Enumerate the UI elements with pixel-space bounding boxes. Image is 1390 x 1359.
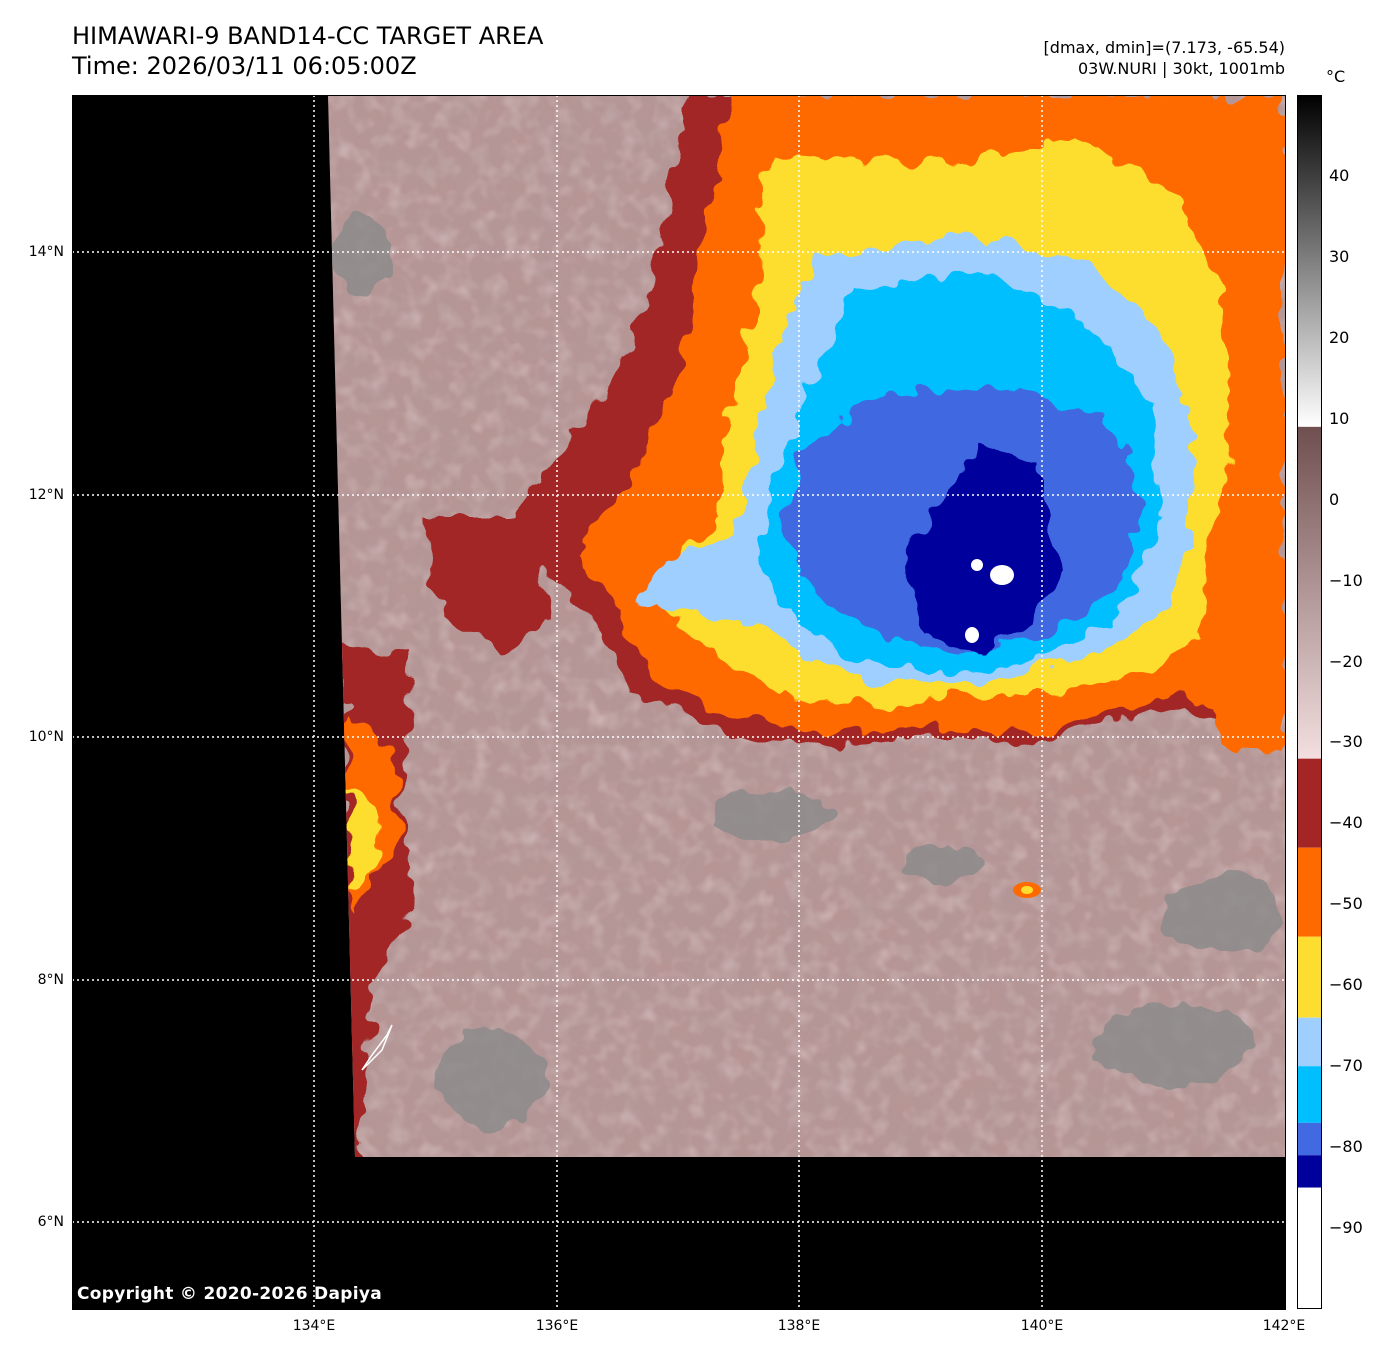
colorbar-band (1297, 1187, 1322, 1309)
lon-tick-label: 138°E (777, 1318, 821, 1334)
chart-time: Time: 2026/03/11 06:05:00Z (72, 52, 417, 80)
lat-tick-label: 8°N (37, 972, 64, 988)
colorbar-band (1297, 1017, 1322, 1067)
colorbar-tick-label: 20 (1329, 327, 1350, 347)
colorbar-band (1297, 936, 1322, 1018)
colorbar (1297, 95, 1322, 1309)
lon-tick-label: 142°E (1262, 1318, 1306, 1334)
colorbar-tick-label: −40 (1329, 813, 1363, 833)
chart-title: HIMAWARI-9 BAND14-CC TARGET AREA (72, 22, 544, 50)
colorbar-band (1297, 95, 1322, 427)
colorbar-tick-label: −90 (1329, 1218, 1363, 1238)
colorbar-band (1297, 1155, 1322, 1188)
data-range-text: [dmax, dmin]=(7.173, -65.54) (1043, 38, 1285, 57)
lon-tick-label: 136°E (535, 1318, 579, 1334)
cloud-field (328, 95, 1286, 1157)
colorbar-band (1297, 847, 1322, 937)
coastline (361, 1024, 393, 1071)
lat-tick-label: 6°N (37, 1214, 64, 1230)
colorbar-tick-label: 40 (1329, 165, 1350, 185)
colorbar-tick-label: 30 (1329, 246, 1350, 266)
colorbar-tick-label: −80 (1329, 1137, 1363, 1157)
colorbar-tick-label: −70 (1329, 1056, 1363, 1076)
colorbar-band (1297, 1066, 1322, 1123)
colorbar-tick-label: −10 (1329, 570, 1363, 590)
colorbar-tick-label: −30 (1329, 732, 1363, 752)
copyright-text: Copyright © 2020-2026 Dapiya (77, 1284, 382, 1304)
lat-tick-label: 12°N (28, 487, 64, 503)
colorbar-unit: °C (1326, 67, 1346, 86)
map-border (72, 95, 1286, 1310)
colorbar-tick-label: −60 (1329, 975, 1363, 995)
colorbar-tick-label: 10 (1329, 408, 1350, 428)
storm-info-text: 03W.NURI | 30kt, 1001mb (1077, 59, 1285, 78)
colorbar-band (1297, 758, 1322, 848)
colorbar-band (1297, 426, 1322, 759)
lat-tick-label: 14°N (28, 244, 64, 260)
lon-tick-label: 140°E (1020, 1318, 1064, 1334)
gridlines (72, 95, 1286, 1310)
colorbar-tick-label: −20 (1329, 651, 1363, 671)
colorbar-tick-label: 0 (1329, 489, 1340, 509)
colorbar-tick-label: −50 (1329, 894, 1363, 914)
lat-tick-label: 10°N (28, 729, 64, 745)
colorbar-band (1297, 1122, 1322, 1156)
lon-tick-label: 134°E (292, 1318, 336, 1334)
satellite-imagery (72, 95, 1286, 1310)
satellite-map[interactable] (72, 95, 1286, 1310)
